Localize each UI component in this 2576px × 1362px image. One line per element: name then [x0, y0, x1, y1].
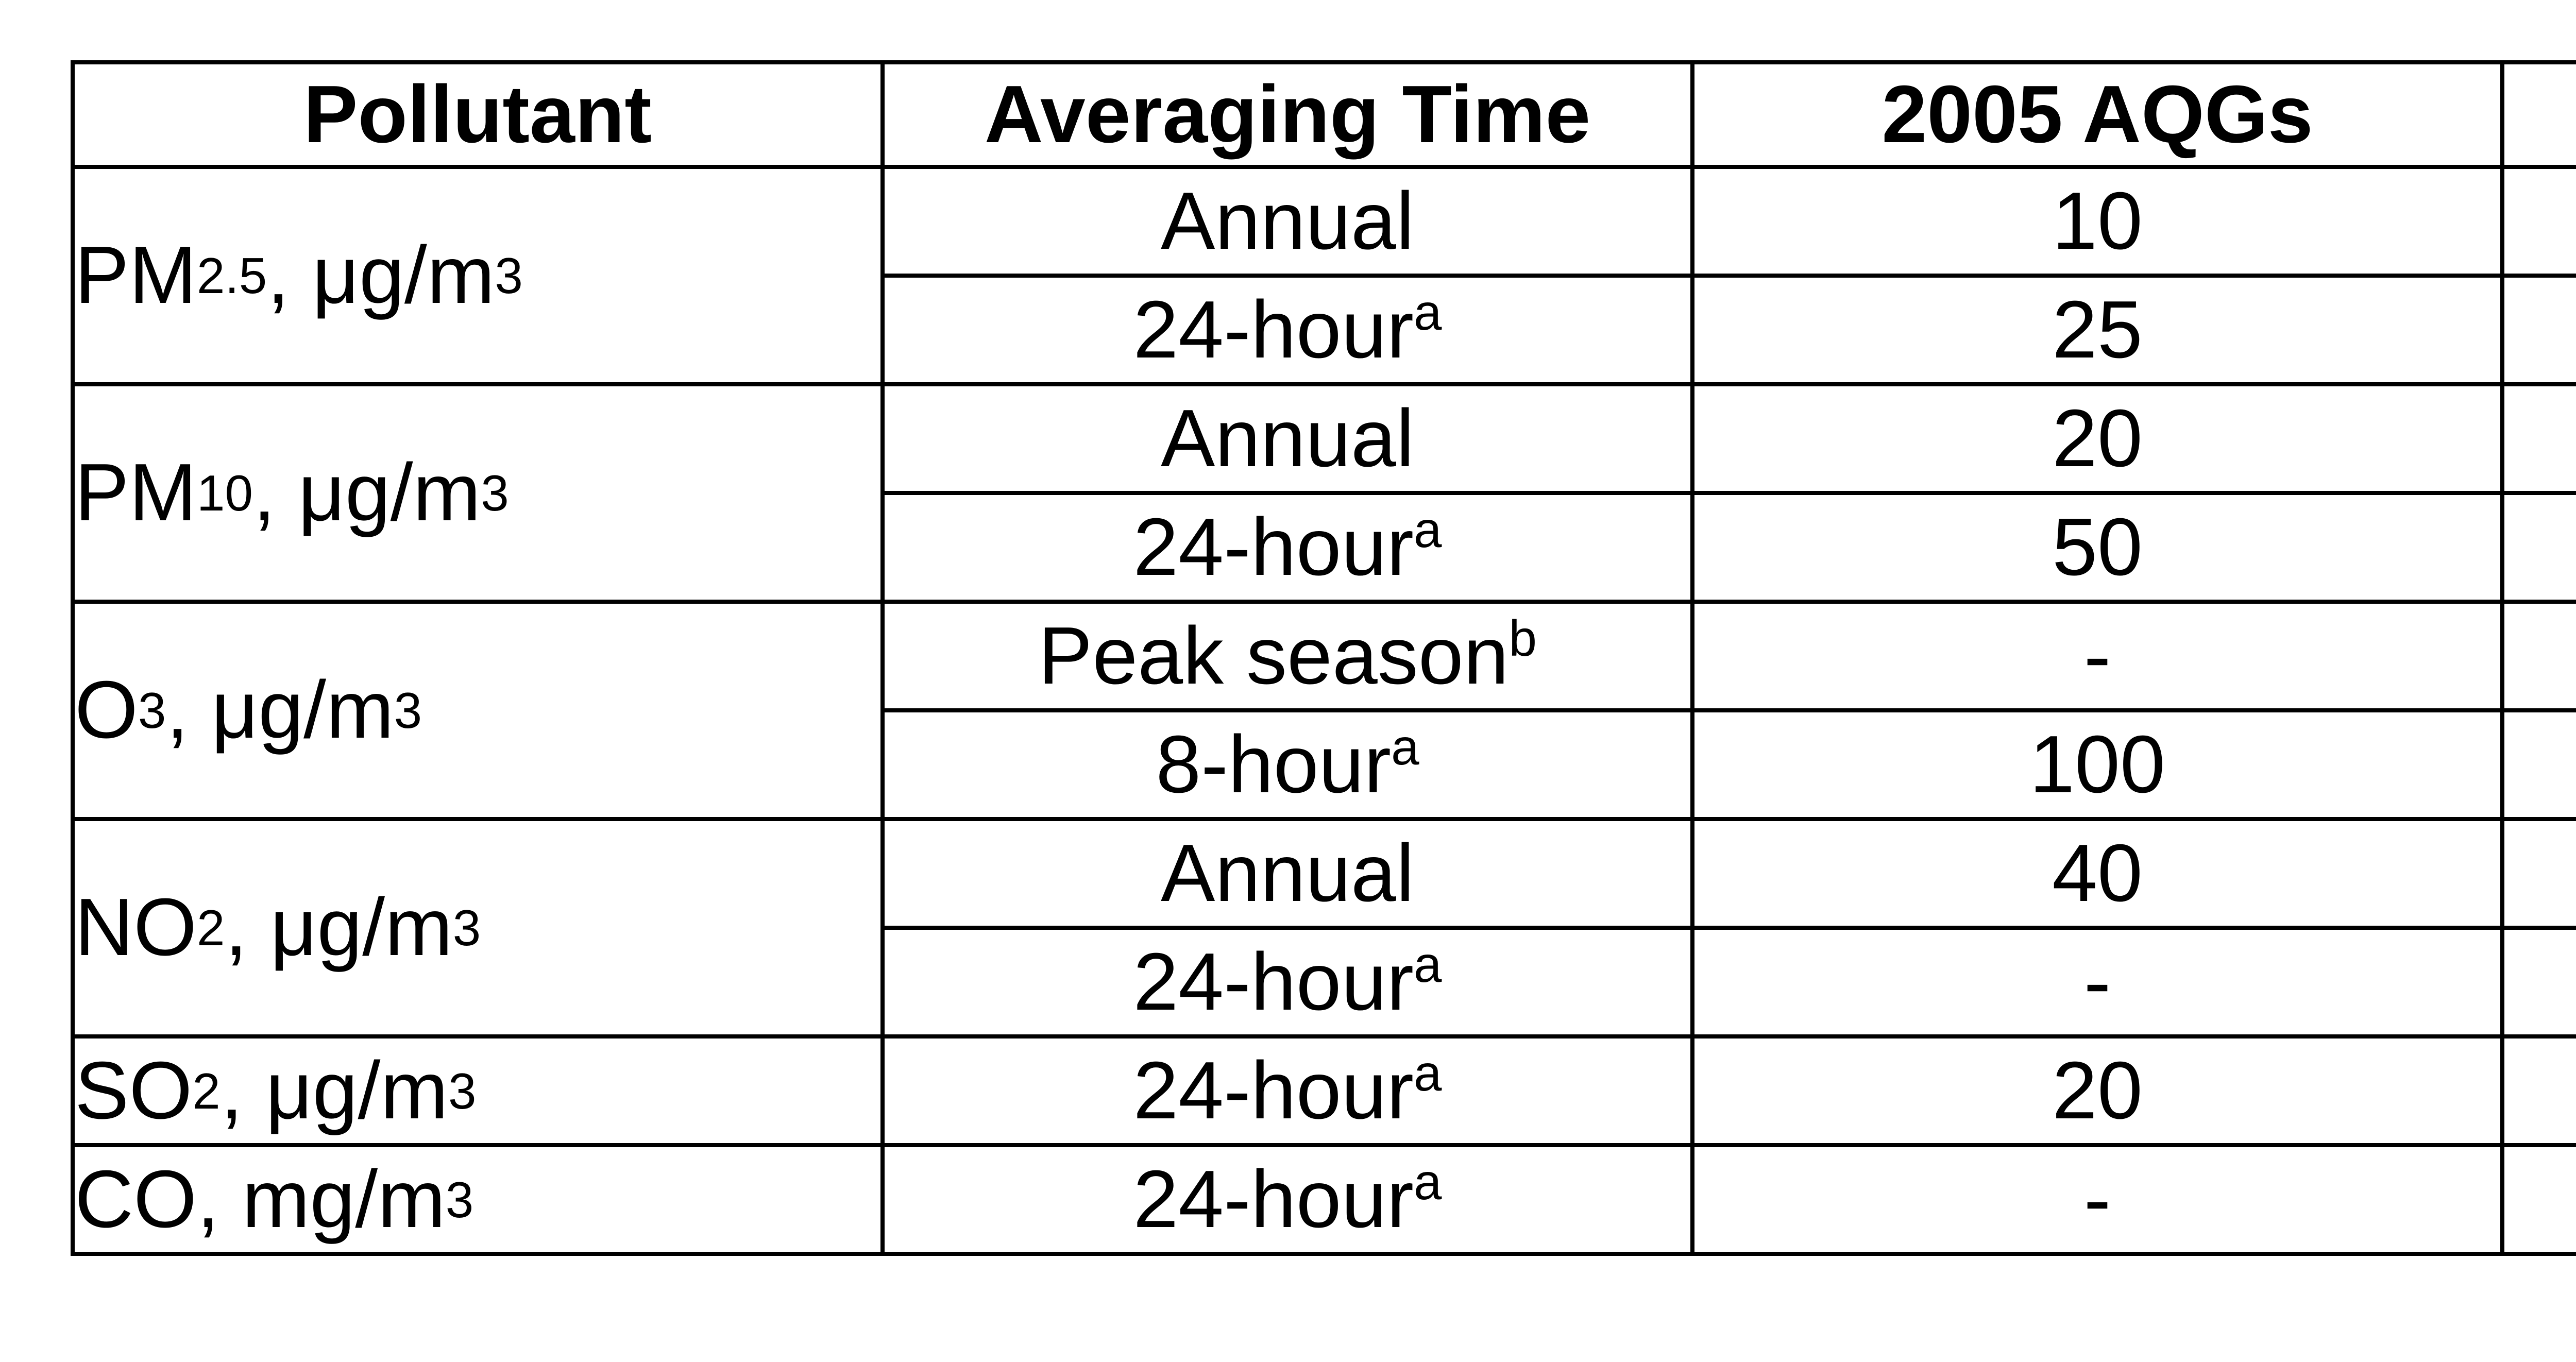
aqg-2021-cell: 4 — [2500, 1143, 2576, 1256]
superscript-text: a — [1414, 283, 1442, 340]
text-run: Annual — [1161, 393, 1414, 484]
pollutant-cell: SO 2, μg/m 3 — [71, 1034, 885, 1147]
table-row: 24-houra2515 — [73, 274, 2576, 386]
aqg-2005-cell: - — [1690, 600, 2504, 712]
averaging-time-cell: 24-houra — [880, 274, 1694, 386]
aqg-table: Pollutant Averaging Time 2005 AQGs 2021 … — [71, 60, 2576, 1256]
pollutant-label: NO 2, μg/m 3 — [75, 882, 481, 973]
text-run: O — [75, 665, 138, 756]
aqg-2021-cell: 60 — [2500, 600, 2576, 712]
pollutant-label: SO 2, μg/m 3 — [75, 1045, 477, 1136]
superscript-text: a — [1414, 935, 1442, 993]
averaging-time-cell: Annual — [880, 165, 1694, 278]
text-run: , μg/m — [225, 882, 453, 973]
superscript-text: a — [1391, 718, 1419, 775]
superscript-text: a — [1414, 1044, 1442, 1101]
aqg-2005-cell: 40 — [1690, 817, 2504, 930]
text-run: Peak season — [1038, 610, 1509, 701]
text-run: , μg/m — [166, 665, 394, 756]
text-run: Annual — [1161, 827, 1414, 918]
text-run: PM — [75, 447, 197, 538]
text-run: NO — [75, 882, 197, 973]
aqg-2005-cell: 50 — [1690, 491, 2504, 604]
text-run: , μg/m — [220, 1045, 448, 1136]
averaging-time-cell: Peak seasonb — [880, 600, 1694, 712]
superscript-text: a — [1414, 1153, 1442, 1210]
pollutant-label: PM 10, μg/m 3 — [75, 447, 509, 538]
text-run: 24-hour — [1133, 284, 1414, 375]
averaging-time-cell: 24-houra — [880, 491, 1694, 604]
table-row: 8-houra100100 — [73, 708, 2576, 821]
aqg-2005-cell: 20 — [1690, 382, 2504, 495]
text-run: 24-hour — [1133, 1153, 1414, 1245]
pollutant-label: PM 2.5, μg/m 3 — [75, 230, 523, 321]
aqg-2005-cell: 10 — [1690, 165, 2504, 278]
aqg-2021-cell: 45 — [2500, 491, 2576, 604]
aqg-2021-cell: 10 — [2500, 817, 2576, 930]
aqg-2005-cell: - — [1690, 1143, 2504, 1256]
pollutant-cell: NO 2, μg/m 3 — [71, 817, 885, 1038]
averaging-time-cell: Annual — [880, 817, 1694, 930]
aqg-2005-cell: 100 — [1690, 708, 2504, 821]
table-row: PM2.5, μg/m3 Annual 105 — [71, 165, 2576, 386]
averaging-time-cell: 8-houra — [880, 708, 1694, 821]
aqg-2005-cell: 25 — [1690, 274, 2504, 386]
averaging-time-cell: 24-houra — [880, 926, 1694, 1038]
header-row: Pollutant Averaging Time 2005 AQGs 2021 … — [71, 60, 2576, 169]
pollutant-label: CO, mg/m 3 — [75, 1153, 474, 1245]
superscript-text: a — [1414, 501, 1442, 558]
pollutant-cell: PM 10, μg/m 3 — [71, 382, 885, 604]
table-row: 24-houra5045 — [73, 491, 2576, 604]
aqg-2021-cell: 15 — [2500, 382, 2576, 495]
text-run: 24-hour — [1133, 936, 1414, 1027]
header-cell-pollutant: Pollutant — [71, 60, 885, 169]
text-run: SO — [75, 1045, 193, 1136]
text-run: CO, mg/m — [75, 1153, 446, 1245]
text-run: 8-hour — [1156, 719, 1392, 810]
text-run: 24-hour — [1133, 501, 1414, 592]
aqg-2005-cell: 20 — [1690, 1034, 2504, 1147]
averaging-time-cell: 24-houra — [880, 1143, 1694, 1256]
aqg-2021-cell: 5 — [2500, 165, 2576, 278]
text-run: 24-hour — [1133, 1045, 1414, 1136]
aqg-table-container: Pollutant Averaging Time 2005 AQGs 2021 … — [71, 60, 2576, 1256]
header-cell-2021-aqgs: 2021 AQGs — [2500, 60, 2576, 169]
aqg-2021-cell: 40 — [2500, 1034, 2576, 1147]
text-run: , μg/m — [252, 447, 481, 538]
aqg-2021-cell: 100 — [2500, 708, 2576, 821]
aqg-2005-cell: - — [1690, 926, 2504, 1038]
pollutant-cell: PM 2.5, μg/m 3 — [71, 165, 885, 386]
superscript-text: b — [1509, 609, 1537, 667]
averaging-time-cell: Annual — [880, 382, 1694, 495]
header-cell-2005-aqgs: 2005 AQGs — [1690, 60, 2504, 169]
table-row: 24-houra-25 — [73, 926, 2576, 1038]
pollutant-cell: CO, mg/m 3 — [71, 1143, 885, 1256]
text-run: Annual — [1161, 175, 1414, 266]
table-row: NO2, μg/m3 Annual 4010 — [71, 817, 2576, 1038]
aqg-2021-cell: 25 — [2500, 926, 2576, 1038]
aqg-2021-cell: 15 — [2500, 274, 2576, 386]
text-run: PM — [75, 230, 197, 321]
aqg-table-body: PM2.5, μg/m3Annual10524-houra2515PM10, μ… — [71, 165, 2576, 1256]
header-cell-averaging-time: Averaging Time — [880, 60, 1694, 169]
averaging-time-cell: 24-houra — [880, 1034, 1694, 1147]
text-run: , μg/m — [267, 230, 495, 321]
